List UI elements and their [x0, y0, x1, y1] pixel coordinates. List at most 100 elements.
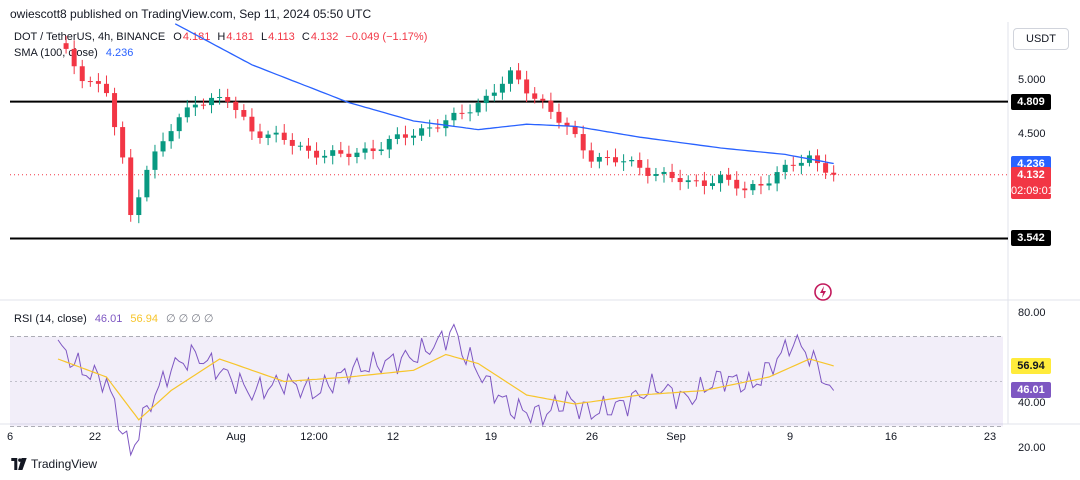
candle: [693, 174, 699, 187]
candle-body: [693, 180, 699, 182]
candle-body: [346, 153, 352, 158]
sma-line: [174, 23, 834, 165]
candle-body: [233, 101, 239, 111]
time-tick-label: 23: [983, 431, 997, 443]
candle-body: [314, 150, 320, 158]
candle-body: [378, 149, 384, 152]
rsi-ma-line: [57, 353, 834, 421]
candle: [540, 94, 546, 109]
candle-body: [354, 152, 360, 158]
candle-body: [338, 150, 344, 154]
candle-body: [677, 178, 683, 183]
candle: [314, 142, 320, 165]
candle: [411, 129, 417, 146]
candle-body: [507, 70, 513, 84]
candle: [103, 75, 109, 97]
candle-body: [734, 179, 740, 189]
rsi-ma-value: 56.94: [130, 313, 158, 325]
tradingview-brand[interactable]: TradingView: [10, 457, 97, 471]
close-value: 4.132: [310, 31, 339, 43]
candle-body: [297, 145, 303, 147]
time-tick-label: 22: [88, 431, 102, 443]
candle: [152, 144, 158, 179]
candle-body: [782, 164, 788, 173]
high-label: H: [217, 31, 226, 43]
candle-body: [305, 145, 311, 151]
candle: [831, 165, 837, 182]
candle: [669, 163, 675, 183]
candle: [63, 35, 69, 54]
price-tick-label: 5.000: [1018, 74, 1046, 86]
candle: [71, 40, 77, 75]
candle-body: [572, 126, 578, 135]
rsi-extra-values: ∅ ∅ ∅ ∅: [166, 313, 214, 325]
candle-body: [459, 112, 465, 114]
candle-body: [532, 93, 538, 99]
candle: [305, 138, 311, 159]
candle: [281, 124, 287, 145]
candle: [637, 152, 643, 176]
candle-body: [362, 148, 368, 153]
candle: [588, 142, 594, 168]
candle-body: [87, 81, 93, 83]
time-tick-label: 19: [484, 431, 498, 443]
low-value: 4.113: [268, 31, 295, 43]
candle: [330, 145, 336, 165]
candle-body: [168, 131, 174, 142]
candle-body: [499, 83, 505, 93]
candle-body: [241, 110, 247, 117]
candle-body: [427, 127, 433, 129]
candle-body: [483, 95, 489, 104]
candle: [225, 88, 231, 108]
candle: [370, 139, 376, 160]
candle-body: [144, 169, 150, 198]
candle-body: [653, 174, 659, 176]
sma-label[interactable]: SMA (100, close): [14, 47, 98, 59]
candle: [273, 125, 279, 143]
rsi-legend: RSI (14, close) 46.01 56.94 ∅ ∅ ∅ ∅: [14, 312, 215, 325]
candle-body: [758, 183, 764, 186]
candle-body: [225, 97, 231, 102]
candle: [257, 123, 263, 144]
candle: [192, 96, 198, 117]
candle-body: [394, 134, 400, 139]
candle: [184, 99, 190, 123]
currency-button[interactable]: USDT: [1013, 28, 1069, 50]
candle: [726, 167, 732, 186]
brand-text: TradingView: [31, 457, 98, 471]
candle-body: [564, 122, 570, 127]
symbol-legend: DOT / TetherUS, 4h, BINANCE O4.181 H4.18…: [14, 31, 428, 43]
candle-body: [330, 150, 336, 156]
candle-body: [281, 132, 287, 140]
bar-countdown: 02:09:01: [1011, 184, 1054, 197]
candle-body: [443, 120, 449, 129]
rsi-label[interactable]: RSI (14, close): [14, 313, 87, 325]
time-tick-label: 12:00: [300, 431, 328, 443]
candle: [766, 174, 772, 191]
candle: [661, 167, 667, 183]
candle-body: [798, 162, 804, 166]
candle: [120, 121, 126, 164]
candle: [289, 133, 295, 155]
time-tick-label: 16: [884, 431, 898, 443]
candle-body: [451, 112, 457, 121]
symbol-name[interactable]: DOT / TetherUS, 4h, BINANCE: [14, 31, 166, 43]
price-tick-label: 4.500: [1018, 128, 1046, 140]
candle-body: [136, 197, 142, 216]
candle: [451, 107, 457, 128]
candle-body: [637, 159, 643, 168]
flash-icon[interactable]: [813, 282, 833, 302]
candle: [516, 63, 522, 85]
candle-body: [669, 171, 675, 179]
candle-body: [742, 188, 748, 191]
candle: [136, 189, 142, 224]
candle-body: [128, 157, 134, 216]
time-tick-label: 9: [786, 431, 794, 443]
candle: [402, 125, 408, 146]
candle-body: [192, 104, 198, 108]
candle-body: [718, 174, 724, 184]
open-value: 4.181: [182, 31, 211, 43]
candle-body: [71, 48, 77, 67]
candle: [499, 76, 505, 100]
